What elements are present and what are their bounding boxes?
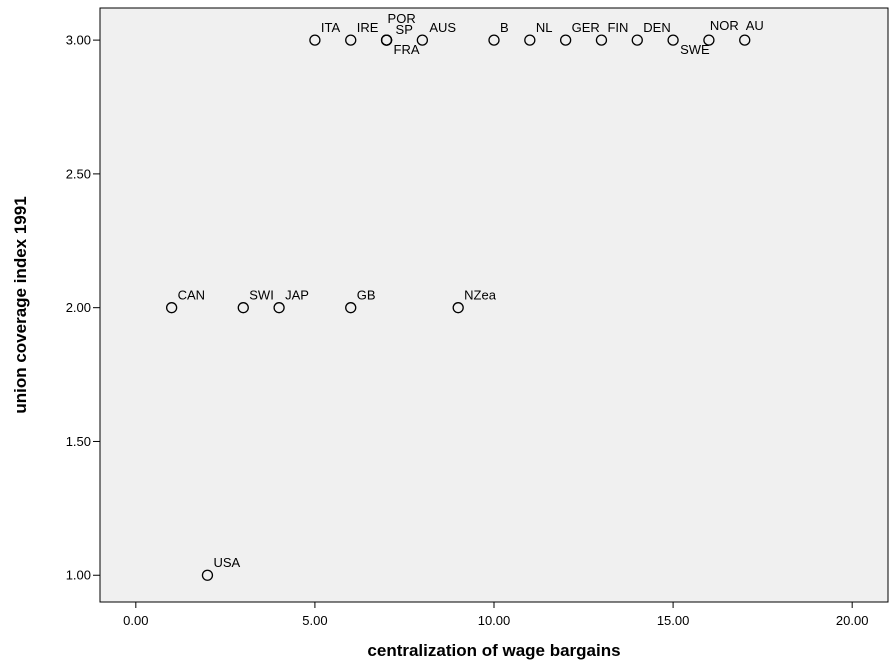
point-label: NL [536, 20, 553, 35]
data-point [273, 302, 285, 314]
data-point [488, 34, 500, 46]
x-tick-label: 5.00 [302, 613, 327, 628]
data-point [524, 34, 536, 46]
point-label: ITA [321, 20, 341, 35]
point-label: GER [572, 20, 600, 35]
point-label: SWI [249, 288, 274, 303]
point-label: POR [388, 11, 416, 26]
x-tick-label: 0.00 [123, 613, 148, 628]
y-tick-label: 1.00 [66, 568, 91, 583]
data-point [201, 569, 214, 581]
y-axis-title: union coverage index 1991 [11, 196, 30, 413]
point-label: CAN [178, 288, 205, 303]
y-tick-label: 2.00 [66, 300, 91, 315]
y-tick-label: 2.50 [66, 166, 91, 181]
point-label: AU [746, 18, 764, 33]
point-label: B [500, 20, 509, 35]
data-point [165, 302, 178, 314]
data-point [667, 34, 679, 46]
data-point [595, 34, 608, 46]
x-tick-label: 20.00 [836, 613, 869, 628]
point-label: AUS [429, 20, 456, 35]
data-point [309, 34, 321, 46]
data-point [345, 302, 357, 314]
point-label: SP [396, 22, 413, 37]
data-point [237, 302, 249, 314]
plot-area [99, 7, 889, 603]
y-tick-label: 1.50 [66, 434, 91, 449]
point-label: SWE [680, 42, 710, 57]
x-axis-title: centralization of wage bargains [367, 641, 620, 660]
point-label: USA [213, 555, 240, 570]
point-label: NZea [464, 288, 497, 303]
point-label: IRE [357, 20, 379, 35]
point-label: JAP [285, 288, 309, 303]
data-point [380, 34, 393, 46]
point-label: FIN [607, 20, 628, 35]
point-label: DEN [643, 20, 670, 35]
data-point [452, 302, 464, 314]
y-axis: 1.00 1.50 2.00 2.50 3.00 [66, 33, 100, 583]
data-point [703, 34, 715, 46]
data-point [739, 34, 751, 46]
y-tick-label: 3.00 [66, 33, 91, 48]
point-label: FRA [394, 42, 420, 57]
point-label: NOR [710, 18, 739, 33]
data-point [631, 34, 643, 46]
data-point [559, 34, 572, 46]
x-tick-label: 15.00 [657, 613, 690, 628]
data-point [345, 34, 357, 46]
x-axis: 0.00 5.00 10.00 15.00 20.00 [123, 602, 868, 628]
data-point [416, 34, 429, 46]
point-label: GB [357, 288, 376, 303]
x-tick-label: 10.00 [478, 613, 511, 628]
data-points [165, 34, 751, 581]
